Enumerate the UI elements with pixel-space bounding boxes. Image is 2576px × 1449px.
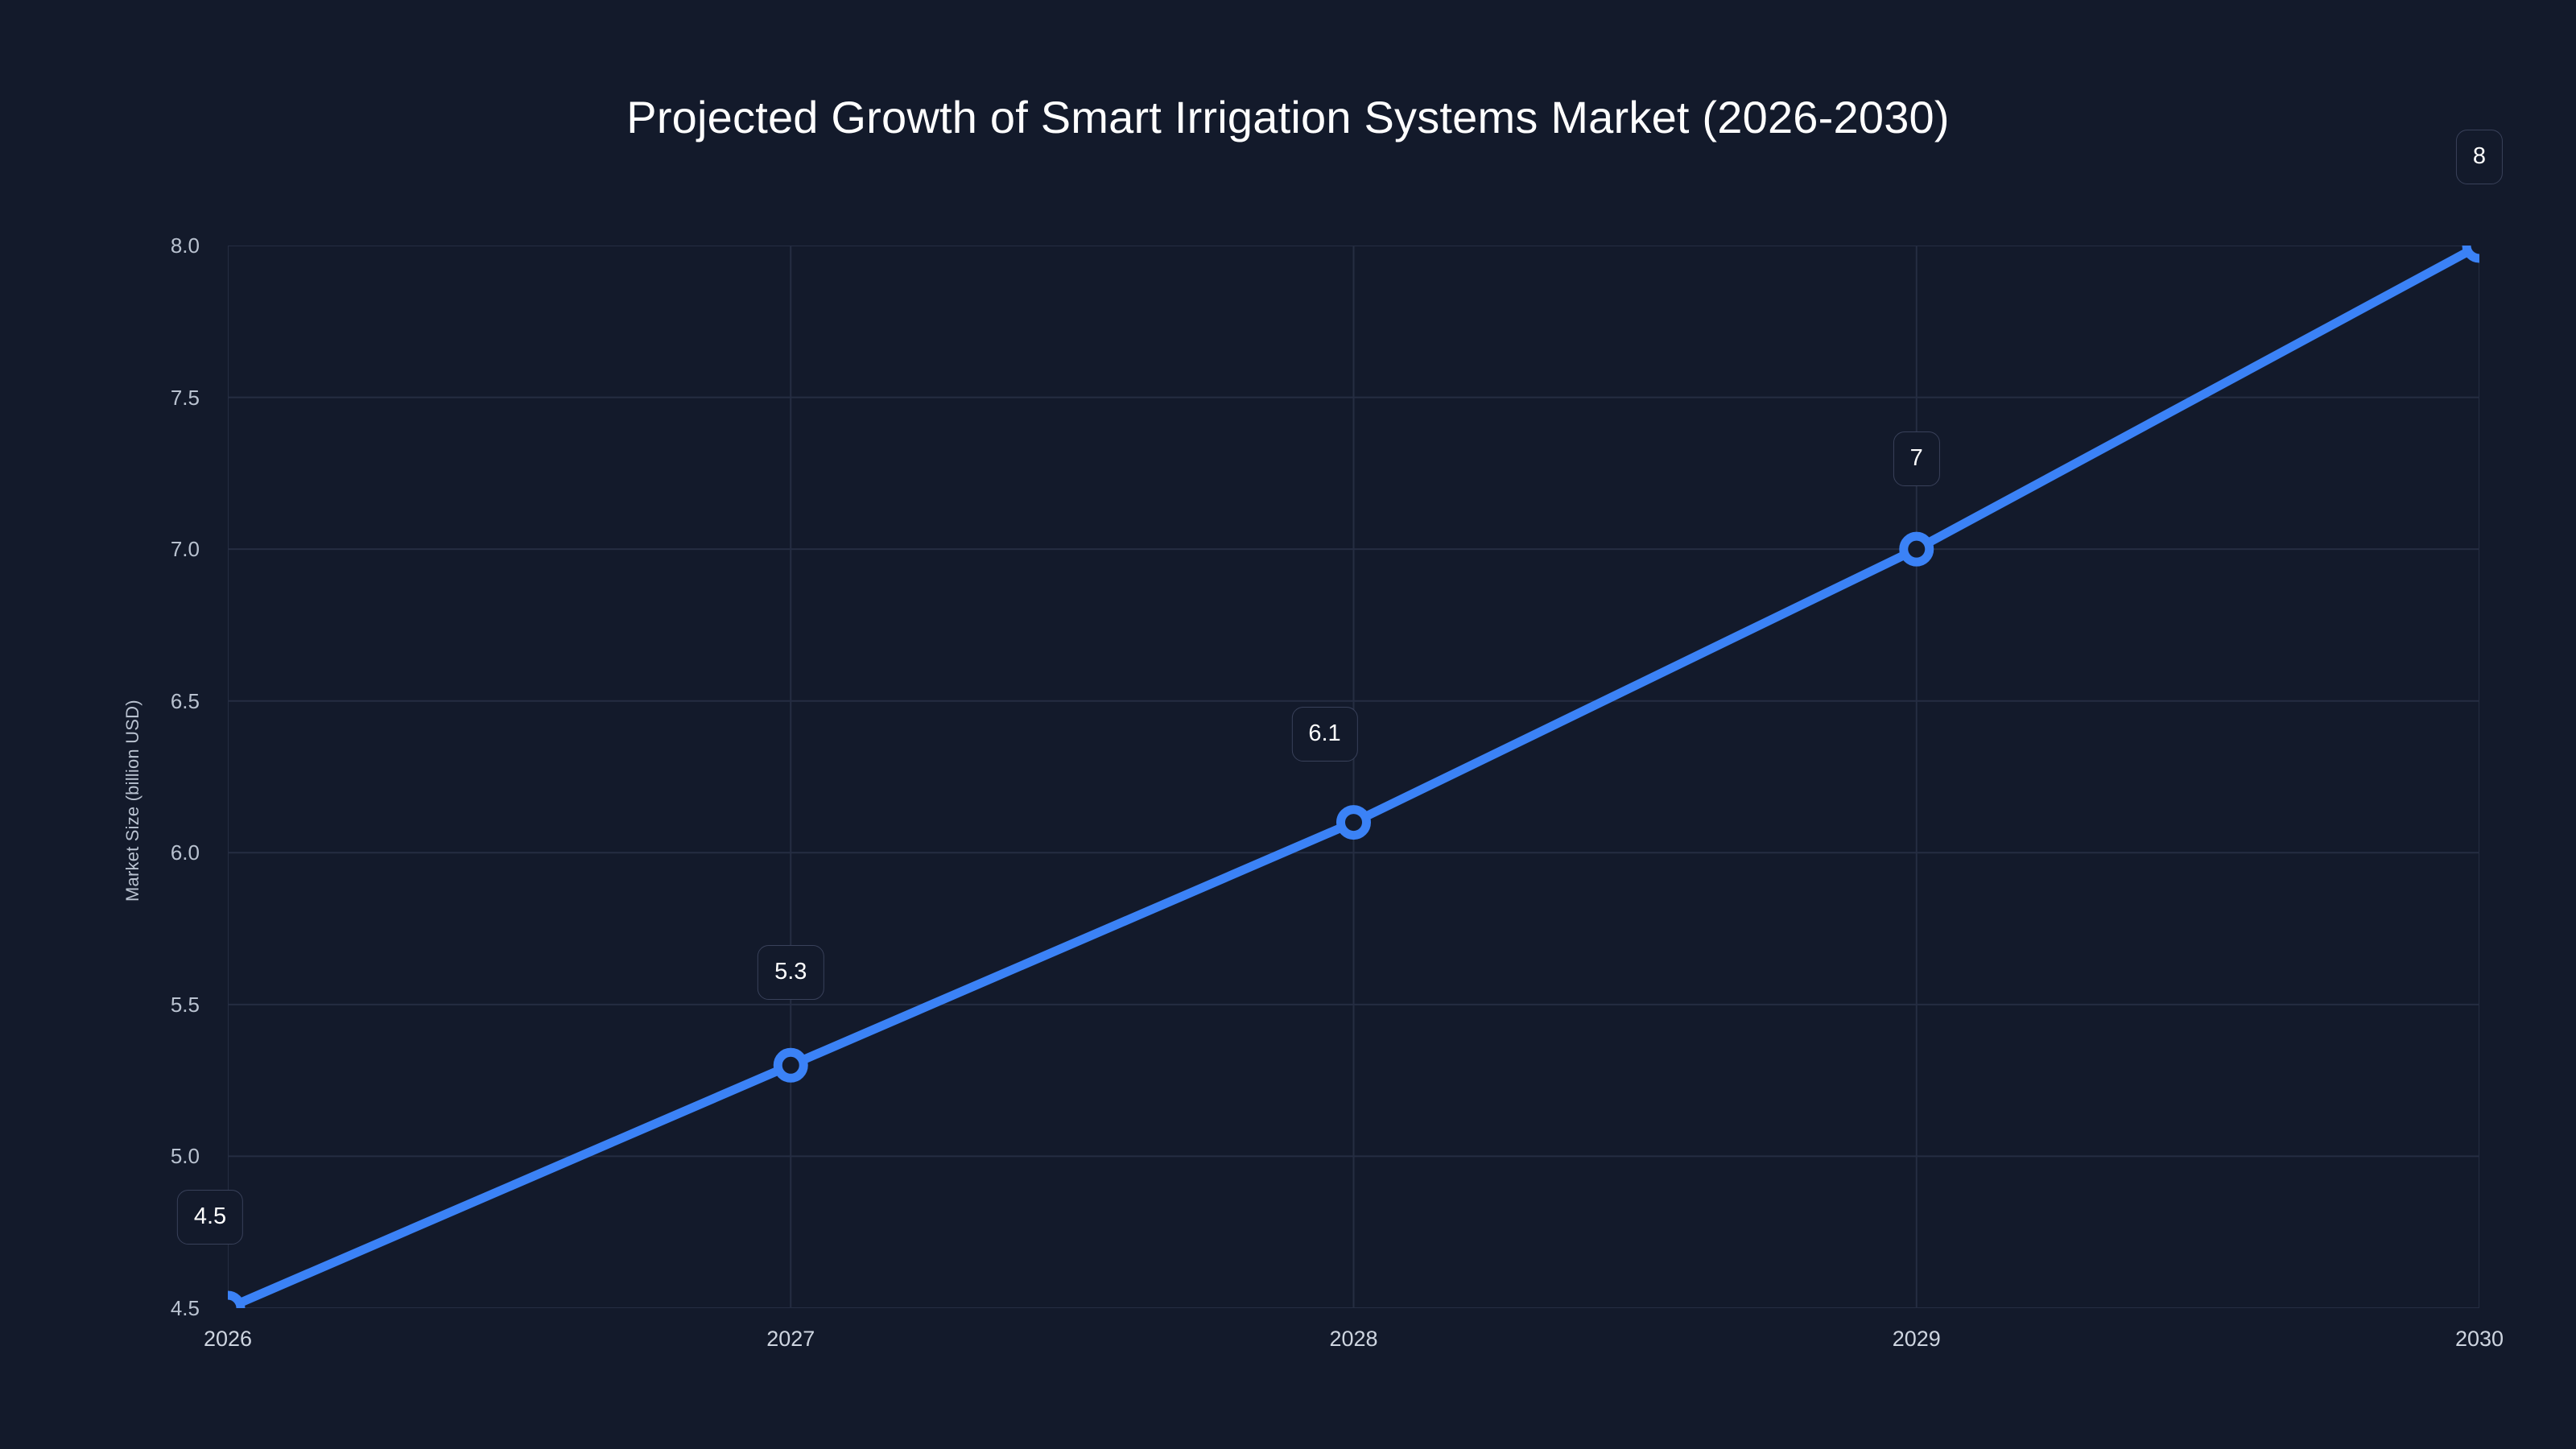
y-axis-tick-label: 6.0 (170, 840, 200, 865)
data-point-value-label: 6.1 (1291, 706, 1358, 762)
plot-area (228, 246, 2479, 1308)
y-axis-tick-labels: 4.5 5.0 5.5 6.0 6.5 7.0 7.5 8.0 (0, 0, 200, 1449)
vertical-gridlines (228, 246, 2479, 1308)
data-point-marker[interactable] (1899, 531, 1934, 567)
data-point-value-label: 4.5 (176, 1190, 244, 1245)
x-axis-tick-label: 2029 (1892, 1327, 1941, 1351)
y-axis-tick-label: 7.5 (170, 385, 200, 410)
data-point-value-label: 5.3 (758, 945, 824, 1001)
x-axis-tick-label: 2027 (766, 1327, 815, 1351)
data-point-marker[interactable] (1336, 805, 1371, 840)
x-axis-tick-label: 2028 (1329, 1327, 1378, 1351)
data-point-markers (228, 246, 2479, 1308)
data-point-marker[interactable] (228, 1290, 246, 1308)
y-axis-tick-label: 5.5 (170, 992, 200, 1017)
chart-title: Projected Growth of Smart Irrigation Sys… (626, 92, 1950, 142)
data-point-marker[interactable] (773, 1047, 808, 1083)
data-point-value-label: 7 (1893, 431, 1940, 487)
x-axis-tick-label: 2026 (203, 1327, 253, 1351)
y-axis-tick-label: 7.0 (170, 537, 200, 562)
data-point-value-label: 8 (2455, 130, 2504, 184)
y-axis-tick-label: 5.0 (170, 1144, 200, 1169)
y-axis-tick-label: 4.5 (170, 1296, 200, 1320)
y-axis-tick-label: 6.5 (170, 688, 200, 713)
data-point-marker[interactable] (2462, 246, 2479, 263)
y-axis-tick-label: 8.0 (170, 233, 200, 258)
x-axis-tick-label: 2030 (2454, 1327, 2504, 1351)
line-chart-svg (228, 246, 2479, 1308)
